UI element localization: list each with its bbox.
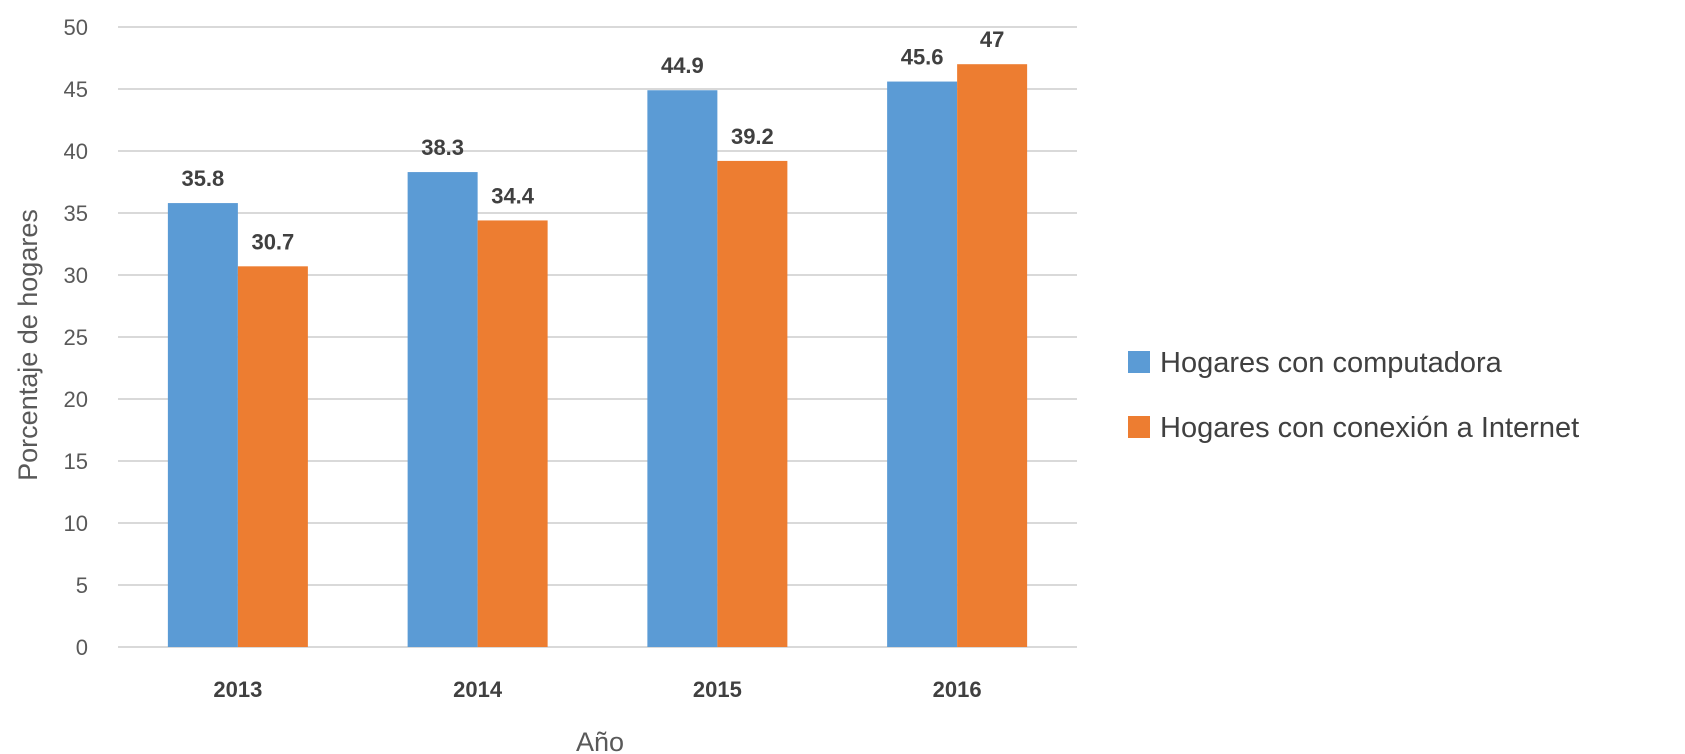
y-tick-label: 20 <box>64 387 88 412</box>
data-label: 34.4 <box>491 183 535 208</box>
legend-label: Hogares con conexión a Internet <box>1160 412 1579 444</box>
y-tick-label: 10 <box>64 511 88 536</box>
legend: Hogares con computadora Hogares con conex… <box>1128 347 1579 444</box>
y-axis-ticks: 0 5 10 15 20 25 30 35 40 45 50 <box>64 15 88 660</box>
x-tick-label: 2014 <box>453 677 503 702</box>
bar-computadora-2015 <box>647 90 718 648</box>
data-label: 47 <box>980 27 1004 52</box>
data-label: 30.7 <box>251 229 294 254</box>
data-label: 44.9 <box>661 53 704 78</box>
y-axis-title: Porcentaje de hogares <box>13 209 43 481</box>
legend-label: Hogares con computadora <box>1160 347 1503 379</box>
y-tick-label: 15 <box>64 449 88 474</box>
data-labels: 35.8 30.7 38.3 34.4 44.9 39.2 45.6 47 <box>181 27 1004 254</box>
x-tick-label: 2015 <box>693 677 742 702</box>
y-tick-label: 0 <box>76 635 88 660</box>
bar-internet-2015 <box>717 160 788 648</box>
x-axis-ticks: 2013 2014 2015 2016 <box>213 677 981 702</box>
bar-internet-2013 <box>237 266 308 647</box>
bar-internet-2014 <box>477 220 548 647</box>
legend-swatch <box>1128 351 1150 373</box>
x-tick-label: 2016 <box>933 677 982 702</box>
bars <box>167 64 1028 648</box>
bar-internet-2016 <box>957 64 1028 647</box>
x-axis-title: Año <box>576 727 624 754</box>
bar-computadora-2013 <box>167 203 238 647</box>
data-label: 38.3 <box>421 135 464 160</box>
data-label: 35.8 <box>181 166 224 191</box>
bar-computadora-2016 <box>887 81 958 647</box>
y-tick-label: 30 <box>64 263 88 288</box>
data-label: 39.2 <box>731 124 774 149</box>
y-tick-label: 45 <box>64 77 88 102</box>
y-tick-label: 5 <box>76 573 88 598</box>
y-tick-label: 50 <box>64 15 88 40</box>
bar-computadora-2014 <box>407 172 478 647</box>
data-label: 45.6 <box>901 45 944 70</box>
y-tick-label: 35 <box>64 201 88 226</box>
legend-swatch <box>1128 416 1150 438</box>
y-tick-label: 40 <box>64 139 88 164</box>
y-tick-label: 25 <box>64 325 88 350</box>
x-tick-label: 2013 <box>213 677 262 702</box>
